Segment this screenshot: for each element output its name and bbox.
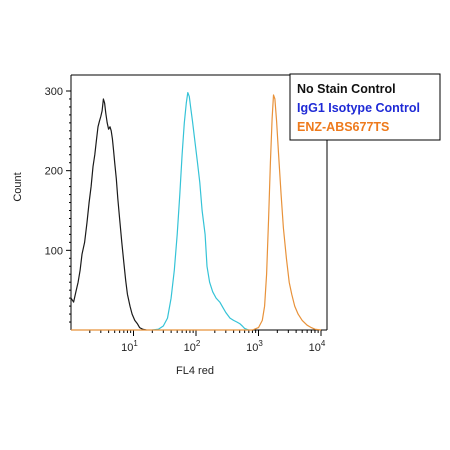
y-ticks: 100 200 300: [45, 86, 71, 323]
x-ticks: 101 102 103 104: [89, 330, 326, 354]
y-tick-label: 300: [45, 86, 63, 98]
isotype-control-curve: [152, 92, 250, 331]
plot-frame: [70, 74, 328, 331]
legend-item-isotype-control: IgG1 Isotype Control: [297, 101, 420, 115]
legend-box: [289, 73, 441, 141]
x-tick-label: 102: [184, 339, 201, 354]
legend: No Stain Control IgG1 Isotype Control EN…: [289, 73, 441, 141]
x-tick-label: 103: [246, 339, 263, 354]
x-tick-label: 104: [309, 339, 326, 354]
series-layer: [70, 92, 322, 331]
enz-abs677ts-curve: [71, 94, 322, 331]
y-axis-title: Count: [12, 172, 24, 201]
x-axis-title: FL4 red: [176, 365, 214, 377]
no-stain-control-curve: [70, 98, 147, 331]
legend-item-enz-abs677ts: ENZ-ABS677TS: [297, 120, 389, 134]
y-tick-label: 200: [45, 166, 63, 178]
x-tick-label: 101: [121, 339, 138, 354]
y-tick-label: 100: [45, 245, 63, 257]
legend-item-no-stain-control: No Stain Control: [297, 82, 396, 96]
